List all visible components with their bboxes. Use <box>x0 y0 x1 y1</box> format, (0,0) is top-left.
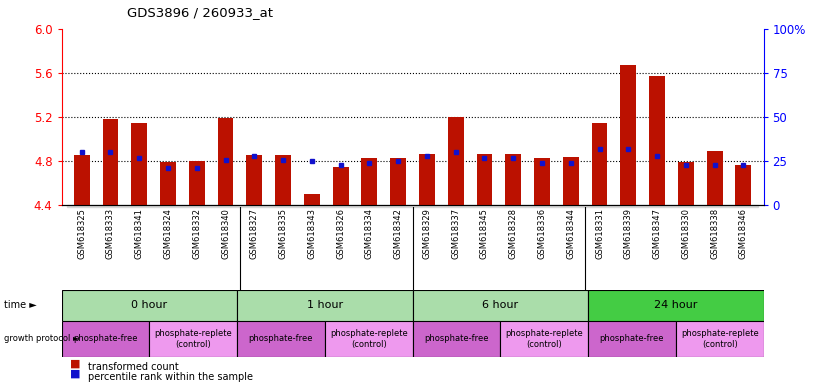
Bar <box>160 162 176 205</box>
Bar <box>588 321 676 357</box>
Bar <box>131 122 147 205</box>
Bar <box>592 122 608 205</box>
Bar <box>125 205 154 207</box>
Text: 0 hour: 0 hour <box>131 300 167 310</box>
Bar <box>476 154 493 205</box>
Text: growth protocol ►: growth protocol ► <box>4 334 80 343</box>
Text: 6 hour: 6 hour <box>482 300 518 310</box>
Text: 24 hour: 24 hour <box>654 300 698 310</box>
Bar <box>383 205 413 207</box>
Text: transformed count: transformed count <box>88 362 179 372</box>
Bar <box>326 205 355 207</box>
Bar <box>149 321 237 357</box>
Text: phosphate-replete
(control): phosphate-replete (control) <box>505 329 583 349</box>
Bar <box>447 117 464 205</box>
Text: phosphate-free: phosphate-free <box>249 334 313 343</box>
Bar <box>729 205 758 207</box>
Bar <box>96 205 125 207</box>
Bar <box>325 321 412 357</box>
Text: phosphate-replete
(control): phosphate-replete (control) <box>681 329 759 349</box>
Text: ■: ■ <box>70 369 80 379</box>
Bar <box>268 205 297 207</box>
Bar <box>676 321 764 357</box>
Bar <box>528 205 557 207</box>
Bar <box>649 76 665 205</box>
Bar <box>218 118 233 205</box>
Bar <box>614 205 643 207</box>
Bar <box>237 321 325 357</box>
Bar <box>470 205 499 207</box>
Bar <box>390 158 406 205</box>
Text: phosphate-replete
(control): phosphate-replete (control) <box>154 329 232 349</box>
Bar <box>103 119 118 205</box>
Bar <box>413 205 442 207</box>
Bar <box>413 321 500 357</box>
Bar <box>361 158 378 205</box>
Bar <box>297 205 326 207</box>
Bar <box>67 205 96 207</box>
Bar <box>304 194 319 205</box>
Bar <box>211 205 240 207</box>
Bar <box>182 205 211 207</box>
Text: phosphate-replete
(control): phosphate-replete (control) <box>330 329 407 349</box>
Bar <box>275 155 291 205</box>
Bar <box>333 167 349 205</box>
Bar <box>355 205 383 207</box>
Text: phosphate-free: phosphate-free <box>73 334 138 343</box>
Bar <box>442 205 470 207</box>
Text: phosphate-free: phosphate-free <box>599 334 664 343</box>
Bar <box>419 154 435 205</box>
Bar <box>237 290 413 321</box>
Bar <box>621 65 636 205</box>
Bar <box>62 321 149 357</box>
Bar <box>585 205 614 207</box>
Bar <box>62 290 237 321</box>
Bar <box>534 158 550 205</box>
Bar <box>500 321 588 357</box>
Bar <box>678 162 694 205</box>
Text: percentile rank within the sample: percentile rank within the sample <box>88 372 253 382</box>
Bar <box>246 155 262 205</box>
Bar <box>506 154 521 205</box>
Text: time ►: time ► <box>4 300 37 310</box>
Text: 1 hour: 1 hour <box>307 300 343 310</box>
Bar <box>413 290 588 321</box>
Bar <box>736 165 751 205</box>
Bar <box>499 205 528 207</box>
Bar <box>154 205 182 207</box>
Bar <box>74 155 89 205</box>
Text: phosphate-free: phosphate-free <box>424 334 488 343</box>
Bar <box>240 205 268 207</box>
Bar <box>700 205 729 207</box>
Bar <box>672 205 700 207</box>
Bar <box>189 161 204 205</box>
Text: GDS3896 / 260933_at: GDS3896 / 260933_at <box>127 6 273 19</box>
Bar <box>588 290 764 321</box>
Bar <box>557 205 585 207</box>
Bar <box>643 205 672 207</box>
Bar <box>563 157 579 205</box>
Text: ■: ■ <box>70 359 80 369</box>
Bar <box>707 151 722 205</box>
